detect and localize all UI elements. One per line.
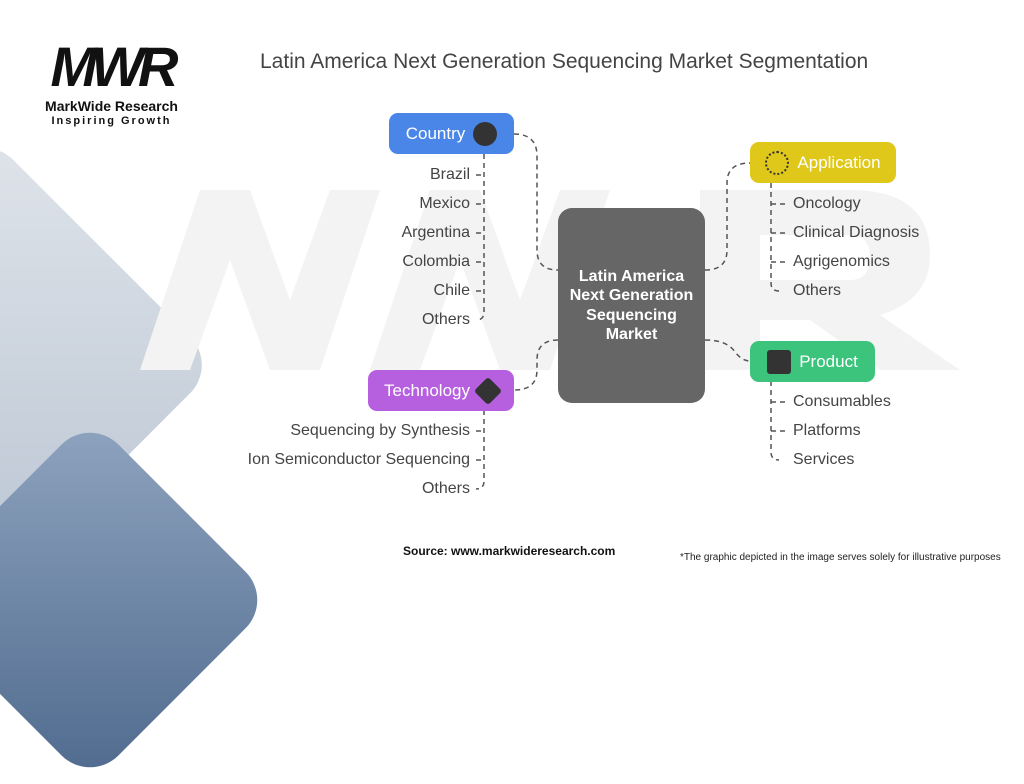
connector-product bbox=[704, 339, 751, 362]
category-label: Application bbox=[797, 152, 881, 172]
application-branches bbox=[770, 183, 785, 292]
segment-item: Brazil bbox=[429, 166, 470, 183]
category-label: Country bbox=[405, 123, 466, 143]
segment-item: Clinical Diagnosis bbox=[793, 224, 920, 241]
category-label: Product bbox=[799, 351, 858, 371]
center-node: Latin America Next Generation Sequencing… bbox=[558, 208, 705, 403]
segment-item: Colombia bbox=[402, 253, 470, 270]
category-label: Technology bbox=[383, 380, 470, 400]
segment-item: Sequencing by Synthesis bbox=[290, 422, 470, 439]
segment-item: Agrigenomics bbox=[793, 253, 890, 270]
category-technology: Technology bbox=[368, 370, 514, 411]
disclaimer-text: *The graphic depicted in the image serve… bbox=[680, 552, 1001, 563]
segment-item: Chile bbox=[433, 282, 470, 299]
category-application: Application bbox=[750, 142, 896, 183]
logo-mark: MWR bbox=[50, 35, 179, 98]
watermark bbox=[140, 190, 960, 370]
source-text: Source: www.markwideresearch.com bbox=[403, 544, 616, 558]
connector-application bbox=[704, 162, 751, 271]
connector-country bbox=[513, 133, 559, 271]
segment-item: Oncology bbox=[793, 195, 861, 212]
logo: MWR MarkWide Research Inspiring Growth bbox=[34, 36, 189, 128]
technology-branches bbox=[475, 410, 485, 490]
connector-technology bbox=[513, 339, 559, 391]
connector-lines bbox=[475, 133, 785, 490]
segment-item: Others bbox=[793, 282, 842, 299]
category-country: Country bbox=[389, 113, 514, 154]
segment-item: Services bbox=[793, 451, 855, 468]
segment-item: Consumables bbox=[793, 393, 891, 410]
segment-item: Argentina bbox=[401, 224, 471, 241]
country-branches bbox=[475, 154, 485, 321]
logo-name: MarkWide Research bbox=[45, 98, 178, 114]
segment-item: Others bbox=[421, 311, 470, 328]
compass-icon bbox=[765, 150, 790, 175]
segment-item: Platforms bbox=[793, 422, 861, 439]
product-branches bbox=[770, 381, 785, 461]
logo-tagline: Inspiring Growth bbox=[51, 115, 172, 127]
segment-item: Mexico bbox=[419, 195, 470, 212]
page-title: Latin America Next Generation Sequencing… bbox=[260, 50, 869, 73]
globe-icon bbox=[473, 121, 498, 146]
segment-item: Ion Semiconductor Sequencing bbox=[247, 451, 470, 468]
box-icon bbox=[767, 349, 792, 374]
segment-item: Others bbox=[421, 480, 470, 497]
category-product: Product bbox=[750, 341, 875, 382]
syringe-icon bbox=[473, 376, 503, 405]
